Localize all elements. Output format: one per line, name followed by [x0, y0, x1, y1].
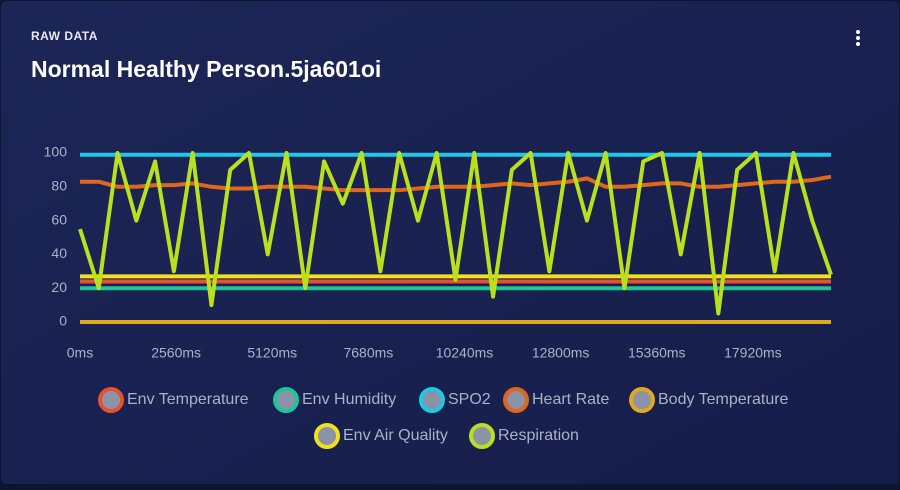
y-tick-label: 20 — [51, 279, 67, 295]
legend-label: Body Temperature — [658, 391, 789, 408]
y-tick-label: 60 — [51, 211, 67, 227]
series-line — [80, 174, 832, 193]
x-tick-label: 12800ms — [532, 345, 590, 361]
legend-marker — [469, 423, 495, 449]
x-tick-label: 7680ms — [343, 345, 393, 361]
y-tick-label: 40 — [51, 245, 67, 261]
legend-marker — [629, 387, 655, 413]
kicker: RAW DATA — [31, 29, 98, 43]
x-tick-label: 17920ms — [724, 345, 782, 361]
menu-button[interactable] — [856, 30, 860, 46]
legend-label: Env Humidity — [302, 391, 396, 408]
y-tick-label: 100 — [44, 144, 68, 160]
legend-label: Env Temperature — [127, 391, 249, 408]
legend-marker — [314, 423, 340, 449]
chart-title: Normal Healthy Person.5ja601oi — [31, 56, 381, 82]
series-line — [78, 151, 833, 316]
legend-marker — [419, 387, 445, 413]
x-tick-label: 15360ms — [628, 345, 686, 361]
legend-label: SPO2 — [448, 391, 491, 408]
legend-label: Heart Rate — [532, 391, 609, 408]
legend-marker — [273, 387, 299, 413]
x-tick-label: 10240ms — [436, 345, 494, 361]
y-tick-label: 80 — [51, 178, 67, 194]
x-tick-label: 2560ms — [151, 345, 201, 361]
y-tick-label: 0 — [59, 313, 67, 329]
legend-label: Env Air Quality — [343, 427, 448, 444]
legend-marker — [503, 387, 529, 413]
legend-marker — [98, 387, 124, 413]
x-tick-label: 5120ms — [247, 345, 297, 361]
x-tick-label: 0ms — [67, 345, 93, 361]
legend-label: Respiration — [498, 427, 579, 444]
